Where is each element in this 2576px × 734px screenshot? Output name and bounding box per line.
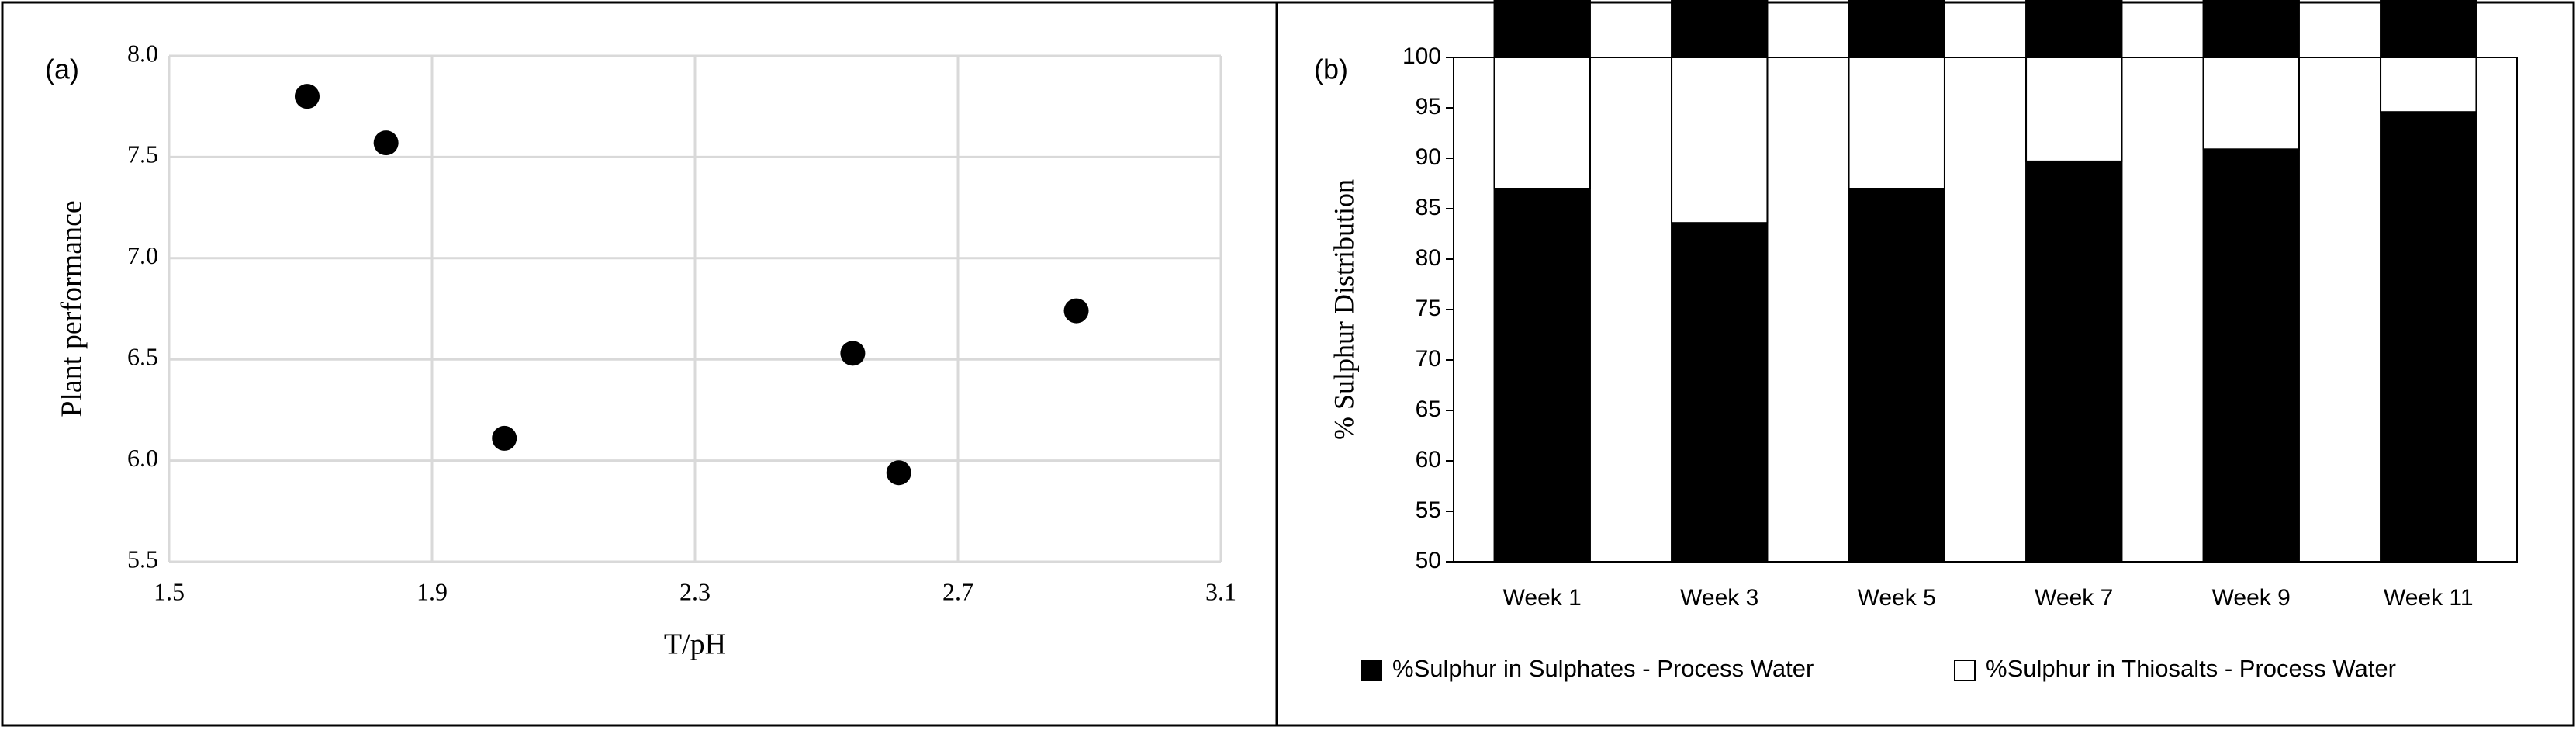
data-point — [886, 460, 911, 486]
x-tick-label: Week 9 — [2212, 585, 2291, 611]
x-tick-label: 3.1 — [1205, 577, 1236, 605]
bar-segment — [1493, 57, 1591, 189]
y-tick-label: 5.5 — [127, 545, 158, 573]
legend-swatch — [1954, 660, 1976, 681]
legend-label: %Sulphur in Thiosalts - Process Water — [1986, 655, 2396, 682]
x-axis-title: T/pH — [664, 628, 726, 661]
y-tick-label: 70 — [1416, 346, 1441, 372]
data-point — [492, 425, 517, 451]
legend-swatch — [1361, 660, 1382, 681]
y-tick-label: 80 — [1416, 245, 1441, 271]
x-tick-label: Week 11 — [2384, 585, 2474, 611]
y-tick-label: 90 — [1416, 144, 1441, 170]
bar-segment — [1848, 57, 1945, 189]
data-point — [373, 130, 399, 156]
bar-segment — [2202, 57, 2300, 151]
y-tick-label: 8.0 — [127, 39, 158, 67]
bar-segment — [1671, 57, 1769, 224]
y-tick-label: 85 — [1416, 195, 1441, 220]
y-tick-label: 55 — [1416, 497, 1441, 523]
legend-label: %Sulphur in Sulphates - Process Water — [1392, 655, 1814, 682]
y-tick-label: 95 — [1416, 94, 1441, 119]
y-tick-label: 50 — [1416, 548, 1441, 573]
x-tick-label: 2.7 — [942, 577, 973, 605]
x-tick-label: Week 3 — [1680, 585, 1758, 611]
bar-segment — [2025, 57, 2123, 162]
y-tick-label: 75 — [1416, 296, 1441, 321]
bar-segment — [2380, 57, 2477, 113]
y-tick-label: 6.5 — [127, 343, 158, 371]
y-tick-label: 7.5 — [127, 140, 158, 168]
panel-label: (a) — [45, 54, 79, 85]
plot-border — [1453, 57, 2518, 563]
data-point — [1063, 298, 1089, 324]
y-tick-label: 60 — [1416, 447, 1441, 473]
y-tick-label: 65 — [1416, 396, 1441, 422]
x-tick-label: Week 1 — [1503, 585, 1582, 611]
x-tick-label: 1.5 — [154, 577, 185, 605]
y-tick-label: 6.0 — [127, 444, 158, 472]
y-axis-title: % Sulphur Distribution — [1328, 179, 1359, 440]
x-tick-label: Week 7 — [2035, 585, 2113, 611]
y-tick-label: 100 — [1402, 43, 1441, 69]
data-point — [294, 84, 320, 109]
y-axis-title: Plant performance — [56, 200, 88, 417]
panel-label: (b) — [1314, 54, 1348, 85]
x-tick-label: 1.9 — [417, 577, 448, 605]
data-point — [840, 341, 866, 366]
x-tick-label: Week 5 — [1858, 585, 1936, 611]
x-tick-label: 2.3 — [679, 577, 711, 605]
y-tick-label: 7.0 — [127, 241, 158, 269]
